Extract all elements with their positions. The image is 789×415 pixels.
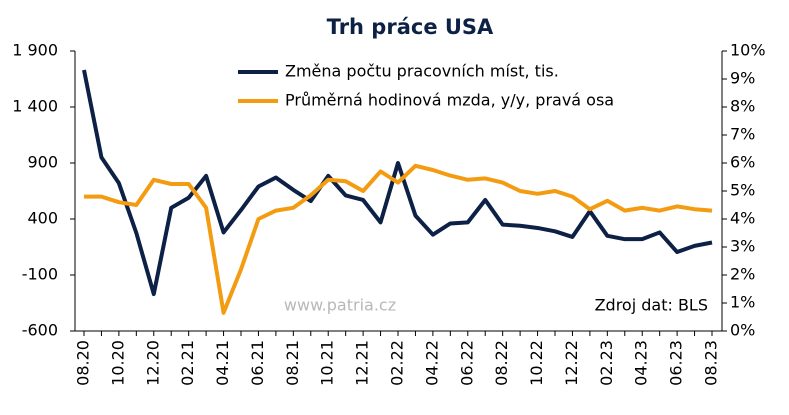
x-tick-label: 08.20: [74, 340, 93, 386]
y2-tick-label: 5%: [730, 181, 755, 200]
x-tick-label: 02.21: [178, 340, 197, 386]
y2-tick-label: 10%: [730, 41, 766, 60]
x-tick-label: 08.22: [492, 340, 511, 386]
y2-tick-label: 6%: [730, 153, 755, 172]
x-tick-label: 08.23: [702, 340, 721, 386]
x-tick-label: 10.21: [318, 340, 337, 386]
legend-label: Změna počtu pracovních míst, tis.: [285, 62, 559, 81]
y2-tick-label: 0%: [730, 321, 755, 340]
x-tick-label: 10.22: [527, 340, 546, 386]
watermark: www.patria.cz: [284, 296, 396, 315]
legend-label: Průměrná hodinová mzda, y/y, pravá osa: [285, 91, 614, 110]
y-tick-label: -600: [22, 321, 58, 340]
y-tick-label: 1 900: [12, 41, 58, 60]
y2-tick-label: 7%: [730, 125, 755, 144]
x-tick-label: 02.23: [597, 340, 616, 386]
y2-tick-label: 3%: [730, 237, 755, 256]
x-tick-label: 04.23: [632, 340, 651, 386]
x-tick-label: 02.22: [388, 340, 407, 386]
x-tick-label: 06.23: [667, 340, 686, 386]
x-tick-label: 12.21: [353, 340, 372, 386]
y-tick-label: 1 400: [12, 97, 58, 116]
chart-title: Trh práce USA: [327, 15, 494, 39]
y2-tick-label: 9%: [730, 69, 755, 88]
x-tick-label: 12.22: [562, 340, 581, 386]
x-tick-label: 10.20: [108, 340, 127, 386]
y-tick-label: 400: [27, 209, 58, 228]
x-tick-label: 06.21: [248, 340, 267, 386]
x-tick-label: 04.21: [213, 340, 232, 386]
y-tick-label: 900: [27, 153, 58, 172]
y-tick-label: -100: [22, 265, 58, 284]
series-line: [82, 69, 713, 297]
source-note: Zdroj dat: BLS: [595, 296, 708, 315]
y2-tick-label: 4%: [730, 209, 755, 228]
x-tick-label: 12.20: [143, 340, 162, 386]
y2-tick-label: 2%: [730, 265, 755, 284]
x-tick-label: 08.21: [283, 340, 302, 386]
series-line: [84, 163, 713, 315]
y2-tick-label: 8%: [730, 97, 755, 116]
y2-tick-label: 1%: [730, 293, 755, 312]
x-tick-label: 06.22: [457, 340, 476, 386]
x-tick-label: 04.22: [422, 340, 441, 386]
